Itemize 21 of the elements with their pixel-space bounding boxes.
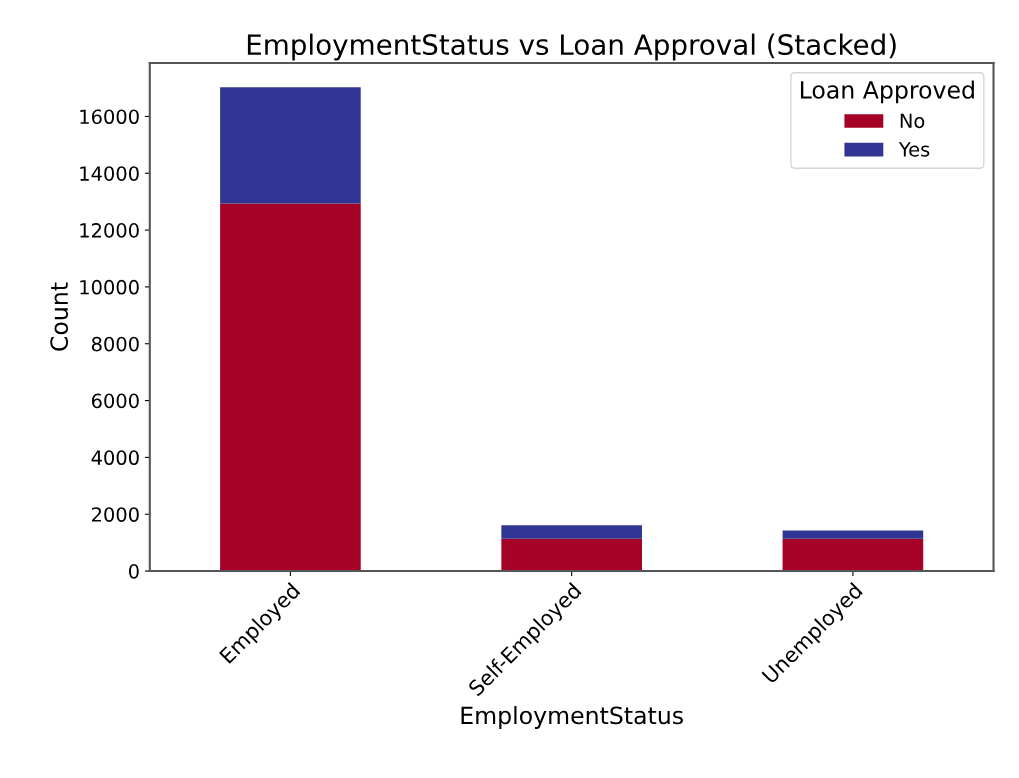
legend-title: Loan Approved (800, 80, 974, 104)
bar (782, 530, 924, 539)
chart-title: EmploymentStatus vs Loan Approval (Stacked) (247, 33, 896, 61)
y-tick-label: 10000 (80, 279, 139, 295)
y-tick-label: 0 (128, 564, 139, 579)
x-axis-title: EmploymentStatus (461, 706, 683, 729)
bar (501, 525, 642, 539)
y-axis-title: Count (50, 282, 69, 351)
y-tick-label: 6000 (91, 393, 139, 409)
bar (501, 538, 642, 572)
bar (220, 203, 361, 572)
bar (220, 87, 361, 204)
y-tick-label: 2000 (92, 507, 139, 522)
legend-label: Yes (898, 142, 930, 157)
bar (782, 538, 924, 572)
y-tick-label: 12000 (80, 223, 139, 238)
legend-label: No (900, 113, 925, 129)
y-tick-label: 14000 (80, 166, 139, 181)
y-tick-label: 16000 (80, 109, 139, 125)
y-tick-label: 4000 (91, 450, 139, 466)
y-tick-label: 8000 (91, 336, 139, 352)
